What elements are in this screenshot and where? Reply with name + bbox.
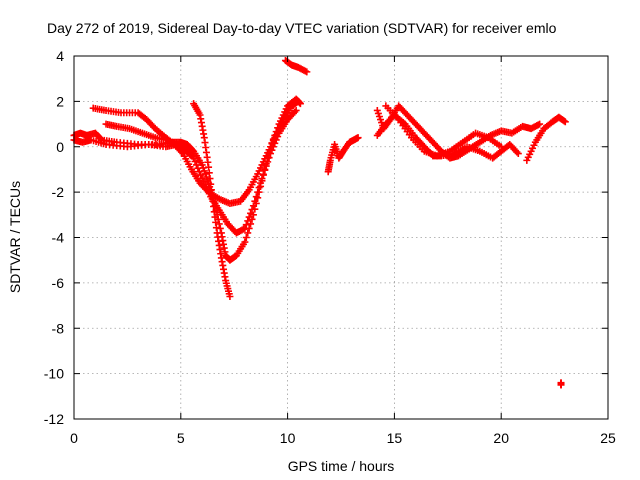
data-point [255, 184, 263, 192]
data-point [215, 220, 223, 228]
data-point [241, 224, 249, 232]
x-tick-label: 10 [280, 430, 296, 446]
data-point [242, 221, 250, 229]
trace-arc-g [324, 134, 362, 176]
data-point [292, 106, 300, 114]
data-point [252, 193, 260, 201]
x-tick-label: 20 [493, 430, 509, 446]
data-point [187, 152, 195, 160]
trace-arc-e [190, 100, 234, 300]
y-tick-label: -8 [52, 320, 65, 336]
data-point [561, 118, 569, 126]
data-point [258, 175, 266, 183]
x-tick-label: 0 [70, 430, 78, 446]
data-point [262, 162, 270, 170]
data-point [536, 120, 544, 128]
y-tick-label: -12 [44, 411, 64, 427]
trace-arc-b [70, 106, 300, 237]
data-point [514, 150, 522, 158]
x-axis-label: GPS time / hours [288, 458, 395, 474]
data-point [291, 108, 299, 116]
y-tick-label: -6 [52, 275, 65, 291]
data-point [191, 157, 199, 165]
chart-title: Day 272 of 2019, Sidereal Day-to-day VTE… [47, 20, 557, 36]
tick-labels: 0 5 10 15 20 25 -12 -10 -8 -6 -4 -2 0 2 4 [44, 48, 616, 446]
data-point [244, 217, 252, 225]
data-point [354, 134, 362, 142]
y-tick-label: -10 [44, 366, 64, 382]
data-point [242, 234, 250, 241]
data-point [254, 188, 262, 196]
trace-arc-k [523, 113, 569, 164]
data-point [226, 292, 234, 300]
data-point [194, 164, 202, 172]
data-point [303, 68, 311, 76]
x-tick-label: 25 [600, 430, 616, 446]
y-tick-label: 0 [56, 139, 64, 155]
data-point [245, 213, 253, 221]
data-point [513, 148, 521, 156]
data-points [70, 57, 569, 389]
data-point [497, 143, 505, 151]
trace-arc-l [557, 379, 565, 389]
y-axis-label: SDTVAR / TECUs [7, 181, 23, 293]
data-point [244, 229, 252, 237]
data-point [248, 206, 256, 214]
data-point [257, 179, 265, 187]
axis-ticks [73, 55, 609, 420]
data-point [247, 209, 255, 217]
y-tick-label: 4 [56, 48, 64, 64]
data-point [195, 168, 203, 176]
data-point [249, 202, 257, 210]
x-tick-label: 15 [387, 430, 403, 446]
x-tick-label: 5 [177, 430, 185, 446]
trace-arc-f [281, 57, 311, 76]
y-tick-label: 2 [56, 93, 64, 109]
y-tick-label: -2 [52, 184, 65, 200]
y-tick-label: -4 [52, 230, 65, 246]
data-point [241, 238, 249, 246]
data-point [192, 161, 200, 169]
trace-arc-j [382, 102, 505, 160]
data-point [557, 381, 565, 389]
data-point [294, 97, 302, 105]
trace-arc-d [102, 120, 195, 160]
grid-lines [74, 56, 608, 419]
data-point [197, 171, 205, 179]
data-point [251, 197, 259, 205]
